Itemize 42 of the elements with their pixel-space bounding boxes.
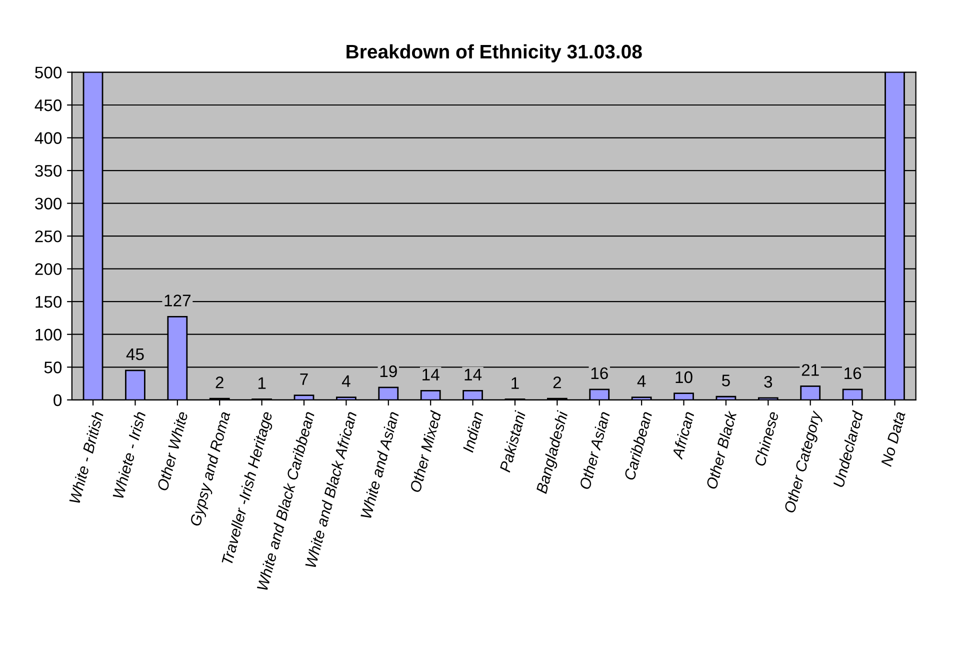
x-tick-label: Other Asian [578,410,610,490]
data-label: 4 [637,375,646,387]
x-tick-label: Pakistani [499,410,526,473]
y-tick-label: 0 [54,394,62,406]
data-label: 1 [512,377,519,389]
data-label: 1 [258,377,266,389]
x-tick-label: African [671,410,694,460]
x-tick-label: Chinese [754,410,779,467]
data-label: 16 [591,367,608,380]
x-tick-label: Other White [156,410,188,492]
y-tick-label: 400 [34,132,62,144]
data-label: 21 [802,364,819,376]
data-label: 2 [216,376,224,388]
chart-title: Breakdown of Ethnicity 31.03.08 [346,44,642,62]
x-tick-label: Other Black [706,410,737,490]
y-tick-label: 200 [35,263,62,276]
data-label: 14 [464,368,482,380]
y-tick-label: 50 [44,362,62,374]
data-label: 14 [422,368,440,380]
data-label: 127 [164,294,190,306]
data-label: 16 [844,367,862,380]
y-tick-label: 450 [34,99,62,112]
data-label: 2 [553,376,561,388]
x-tick-label: White and Asian [360,410,400,519]
x-tick-label: No Data [880,410,906,467]
data-label: 7 [300,373,308,385]
y-tick-label: 350 [35,164,62,177]
data-label: 10 [676,371,692,384]
x-tick-label: Whiete - Irish [112,410,146,499]
y-tick-label: 150 [36,296,62,308]
x-tick-label: Indian [462,410,484,453]
x-tick-label: Other Mixed [409,410,442,493]
data-label: 3 [764,376,772,388]
y-tick-label: 300 [35,198,62,210]
x-tick-label: White - British [68,410,104,504]
data-label: 45 [126,348,144,360]
data-label: 4 [342,375,350,387]
data-label: 19 [380,365,397,378]
y-tick-label: 100 [36,328,62,341]
data-label: 5 [722,374,730,386]
y-tick-label: 250 [35,230,62,242]
y-tick-label: 500 [35,66,62,78]
